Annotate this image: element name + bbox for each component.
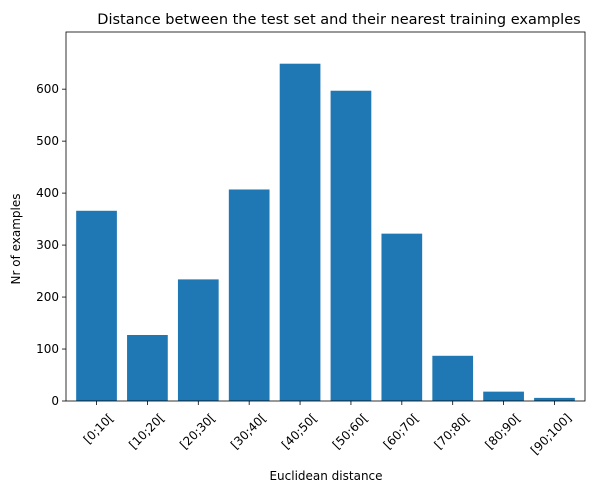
bar-7	[432, 355, 474, 401]
bar-1	[127, 334, 168, 401]
y-axis-label: Nr of examples	[9, 193, 23, 284]
x-axis-label: Euclidean distance	[269, 469, 382, 483]
y-tick-label-6: 600	[36, 82, 59, 96]
y-tick-label-5: 500	[36, 134, 59, 148]
x-tick-label-2: [20;30[	[177, 411, 218, 452]
y-tick-label-1: 100	[36, 342, 59, 356]
y-tick-label-0: 0	[51, 394, 59, 408]
bar-0	[76, 210, 117, 401]
bar-4	[279, 63, 321, 401]
plot-frame	[65, 31, 586, 402]
x-axis-ticks: [0;10[[10;20[[20;30[[30;40[[40;50[[50;60…	[81, 401, 574, 457]
bar-3	[228, 189, 270, 401]
x-tick-label-9: [90;100]	[528, 411, 574, 457]
chart-title: Distance between the test set and their …	[97, 12, 580, 28]
x-tick-label-7: [70;80[	[431, 411, 472, 452]
bars-group	[76, 63, 575, 401]
bar-8	[483, 391, 524, 401]
bar-6	[381, 233, 423, 401]
x-tick-label-6: [60;70[	[381, 411, 422, 452]
bar-2	[177, 279, 219, 401]
x-tick-label-1: [10;20[	[126, 411, 167, 452]
x-tick-label-4: [40;50[	[279, 411, 320, 452]
x-tick-label-3: [30;40[	[228, 411, 269, 452]
y-tick-label-2: 200	[36, 290, 59, 304]
y-tick-label-3: 300	[36, 238, 59, 252]
x-tick-label-5: [50;60[	[330, 411, 371, 452]
x-tick-label-0: [0;10[	[81, 411, 117, 447]
y-axis-ticks: 0 100 200 300 400 500 600	[36, 82, 66, 408]
x-tick-label-8: [80;90[	[482, 411, 523, 452]
y-tick-label-4: 400	[36, 186, 59, 200]
bar-5	[330, 90, 372, 401]
bar-9	[534, 397, 575, 401]
